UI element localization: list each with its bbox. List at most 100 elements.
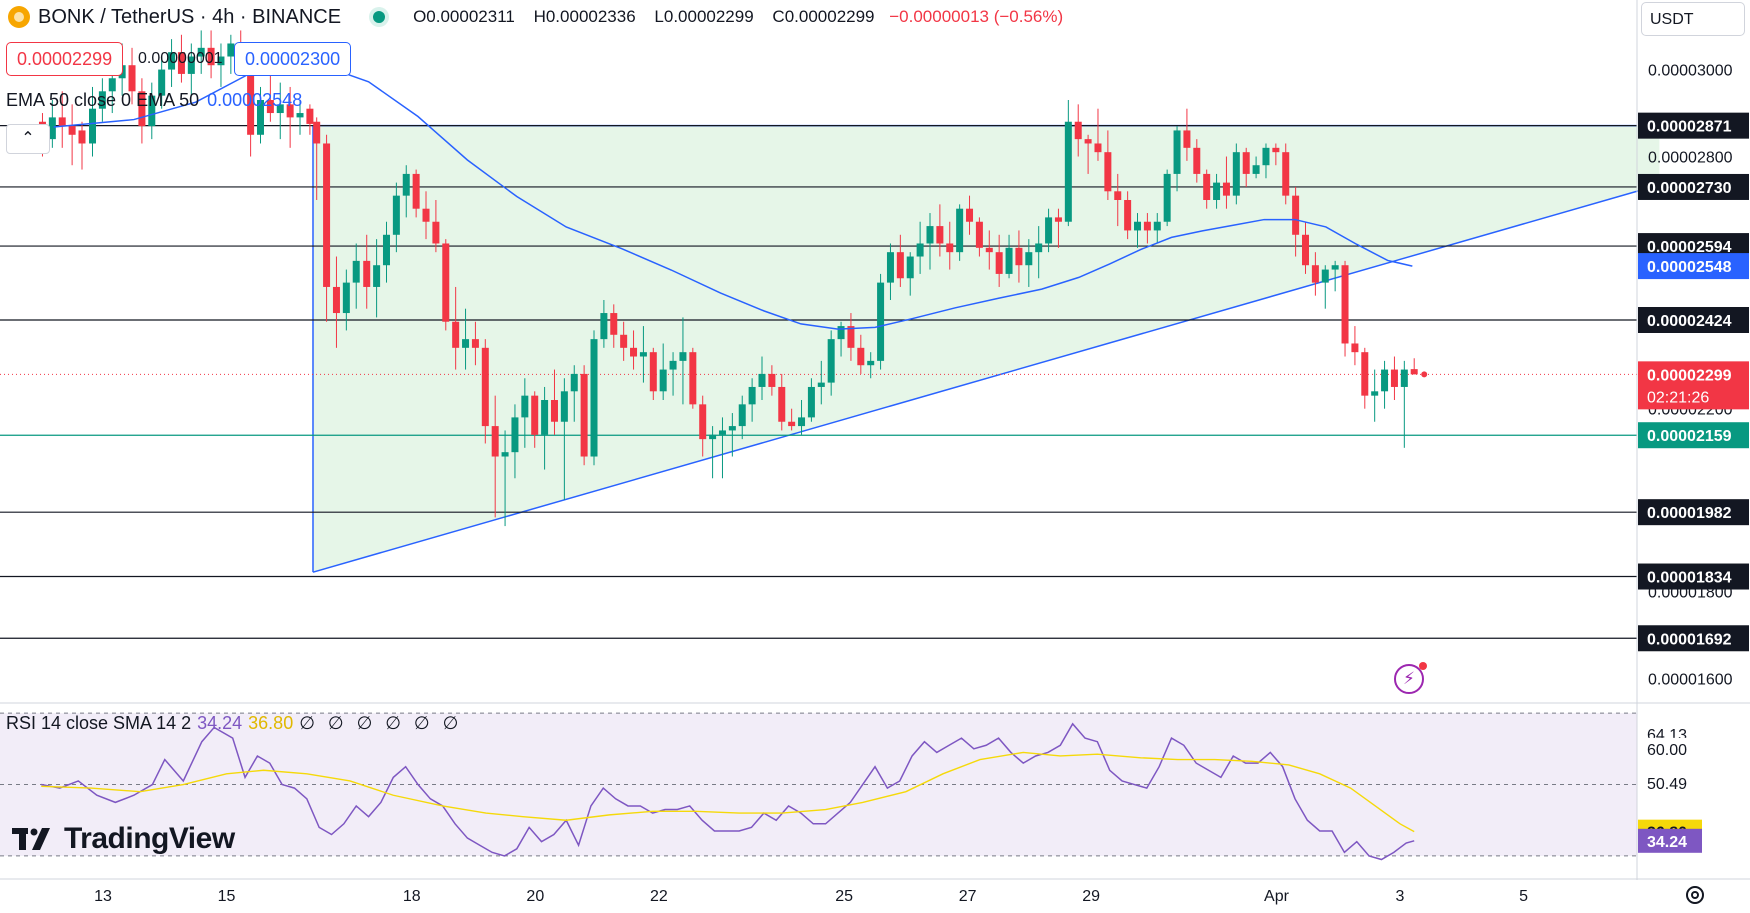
candle[interactable]: [807, 378, 815, 422]
rsi-pane[interactable]: [0, 702, 1750, 861]
candle[interactable]: [177, 34, 185, 83]
candle[interactable]: [78, 121, 86, 170]
candle[interactable]: [946, 221, 954, 270]
sell-button[interactable]: 0.00002299: [6, 42, 124, 76]
candle[interactable]: [956, 204, 964, 261]
candle[interactable]: [197, 30, 205, 74]
candle[interactable]: [1143, 213, 1151, 244]
candle[interactable]: [1361, 347, 1369, 409]
candle[interactable]: [669, 352, 677, 396]
candle[interactable]: [877, 273, 885, 370]
candle[interactable]: [975, 217, 983, 257]
candle[interactable]: [1173, 126, 1181, 192]
candle[interactable]: [699, 395, 707, 457]
candle[interactable]: [560, 378, 568, 500]
candle[interactable]: [432, 200, 440, 253]
candle[interactable]: [1272, 143, 1280, 166]
rsi-sma-line[interactable]: [41, 751, 1415, 833]
price-pane[interactable]: [0, 30, 1660, 639]
candle[interactable]: [1045, 208, 1053, 253]
candle[interactable]: [266, 73, 274, 122]
candle[interactable]: [926, 213, 934, 270]
candle[interactable]: [798, 400, 806, 435]
candle[interactable]: [1371, 369, 1379, 422]
candle[interactable]: [1203, 169, 1211, 209]
candle[interactable]: [1005, 234, 1013, 279]
candle[interactable]: [148, 82, 156, 140]
lightning-alert-icon[interactable]: ⚡: [1394, 662, 1427, 694]
candle[interactable]: [217, 43, 225, 87]
candle[interactable]: [541, 386, 549, 470]
candle[interactable]: [1183, 108, 1191, 161]
candle[interactable]: [620, 321, 628, 361]
candle[interactable]: [1232, 143, 1240, 205]
ema-legend[interactable]: EMA 50 close 0 EMA 50 0.00002548: [6, 90, 302, 111]
candle[interactable]: [442, 239, 450, 331]
candle[interactable]: [168, 39, 176, 87]
candle[interactable]: [778, 373, 786, 431]
candle[interactable]: [886, 243, 894, 300]
candle[interactable]: [837, 321, 845, 357]
candle[interactable]: [1153, 213, 1161, 244]
buy-button[interactable]: 0.00002300: [234, 42, 352, 76]
candle[interactable]: [1282, 143, 1290, 205]
candle[interactable]: [491, 395, 499, 518]
candle[interactable]: [718, 417, 726, 479]
candle[interactable]: [471, 321, 479, 366]
ema-50-line[interactable]: [53, 63, 1413, 330]
candle[interactable]: [89, 86, 97, 157]
currency-selector[interactable]: USDT: [1641, 2, 1745, 36]
candle[interactable]: [1222, 156, 1230, 209]
candle[interactable]: [1292, 186, 1300, 257]
candle[interactable]: [138, 78, 146, 144]
candle[interactable]: [550, 369, 558, 435]
candle[interactable]: [402, 165, 410, 218]
candle[interactable]: [1054, 208, 1062, 248]
candle[interactable]: [481, 339, 489, 444]
candle[interactable]: [1193, 139, 1201, 183]
candle[interactable]: [639, 326, 647, 383]
candle[interactable]: [847, 313, 855, 361]
candle[interactable]: [1242, 147, 1250, 187]
candle[interactable]: [58, 91, 66, 148]
candle[interactable]: [511, 404, 519, 479]
candle[interactable]: [827, 330, 835, 396]
candle[interactable]: [462, 308, 470, 370]
candle[interactable]: [689, 347, 697, 409]
candle[interactable]: [373, 239, 381, 318]
candle[interactable]: [256, 86, 264, 144]
triangle-support-trendline[interactable]: [312, 184, 1660, 573]
rsi-line[interactable]: [41, 722, 1415, 861]
candle[interactable]: [48, 100, 56, 148]
candle[interactable]: [1163, 169, 1171, 227]
candle[interactable]: [276, 82, 284, 140]
candle[interactable]: [412, 169, 420, 218]
candle[interactable]: [610, 304, 618, 348]
candle[interactable]: [985, 230, 993, 270]
candle[interactable]: [286, 86, 294, 148]
candle[interactable]: [896, 234, 904, 287]
candle[interactable]: [128, 47, 136, 105]
candle[interactable]: [1410, 358, 1418, 375]
candle[interactable]: [1124, 191, 1132, 240]
candle[interactable]: [788, 408, 796, 431]
candle[interactable]: [352, 243, 360, 309]
candle[interactable]: [1074, 104, 1082, 157]
candle[interactable]: [1213, 173, 1221, 209]
candle[interactable]: [1321, 265, 1329, 309]
candle[interactable]: [323, 134, 331, 322]
candle[interactable]: [227, 34, 235, 74]
candle[interactable]: [187, 43, 195, 96]
candle[interactable]: [531, 391, 539, 448]
candle[interactable]: [296, 100, 304, 135]
candle[interactable]: [1262, 143, 1270, 179]
candle[interactable]: [1025, 239, 1033, 287]
candle[interactable]: [521, 378, 529, 448]
candle[interactable]: [342, 269, 350, 331]
candle[interactable]: [580, 365, 588, 466]
candle[interactable]: [1400, 360, 1408, 448]
candle[interactable]: [709, 426, 717, 479]
candle[interactable]: [570, 365, 578, 422]
candle[interactable]: [1064, 100, 1072, 227]
